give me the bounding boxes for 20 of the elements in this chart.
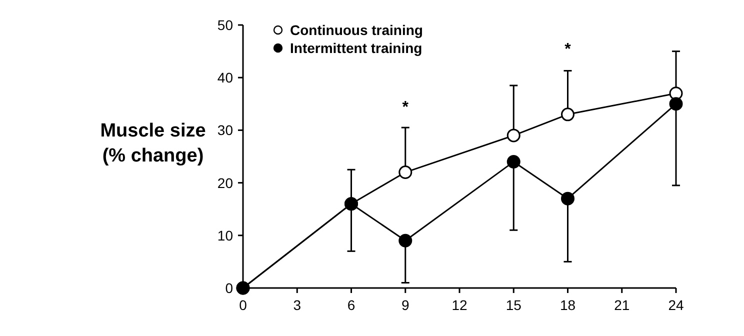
x-tick-label: 9 [401, 297, 410, 313]
x-tick-label: 6 [347, 297, 356, 313]
x-tick-label: 0 [239, 297, 248, 313]
y-tick-label: 10 [217, 227, 234, 244]
legend-label: Intermittent training [290, 40, 422, 56]
x-tick-label: 24 [668, 297, 684, 313]
y-tick-label: 20 [217, 174, 234, 191]
x-tick-label: 3 [293, 297, 302, 313]
legend-label: Continuous training [290, 22, 423, 38]
x-tick-label: 18 [560, 297, 576, 313]
x-tick-label: 21 [614, 297, 630, 313]
y-tick-label: 0 [225, 280, 234, 296]
y-tick-label: 50 [217, 17, 234, 33]
annotation: * [564, 41, 572, 58]
y-tick-label: 30 [217, 122, 234, 138]
y-axis-title: Muscle size (% change) [100, 120, 206, 166]
x-tick-label: 15 [506, 297, 522, 313]
annotation: * [402, 98, 410, 116]
y-tick-label: 40 [217, 70, 234, 86]
x-tick-label: 12 [452, 297, 468, 313]
